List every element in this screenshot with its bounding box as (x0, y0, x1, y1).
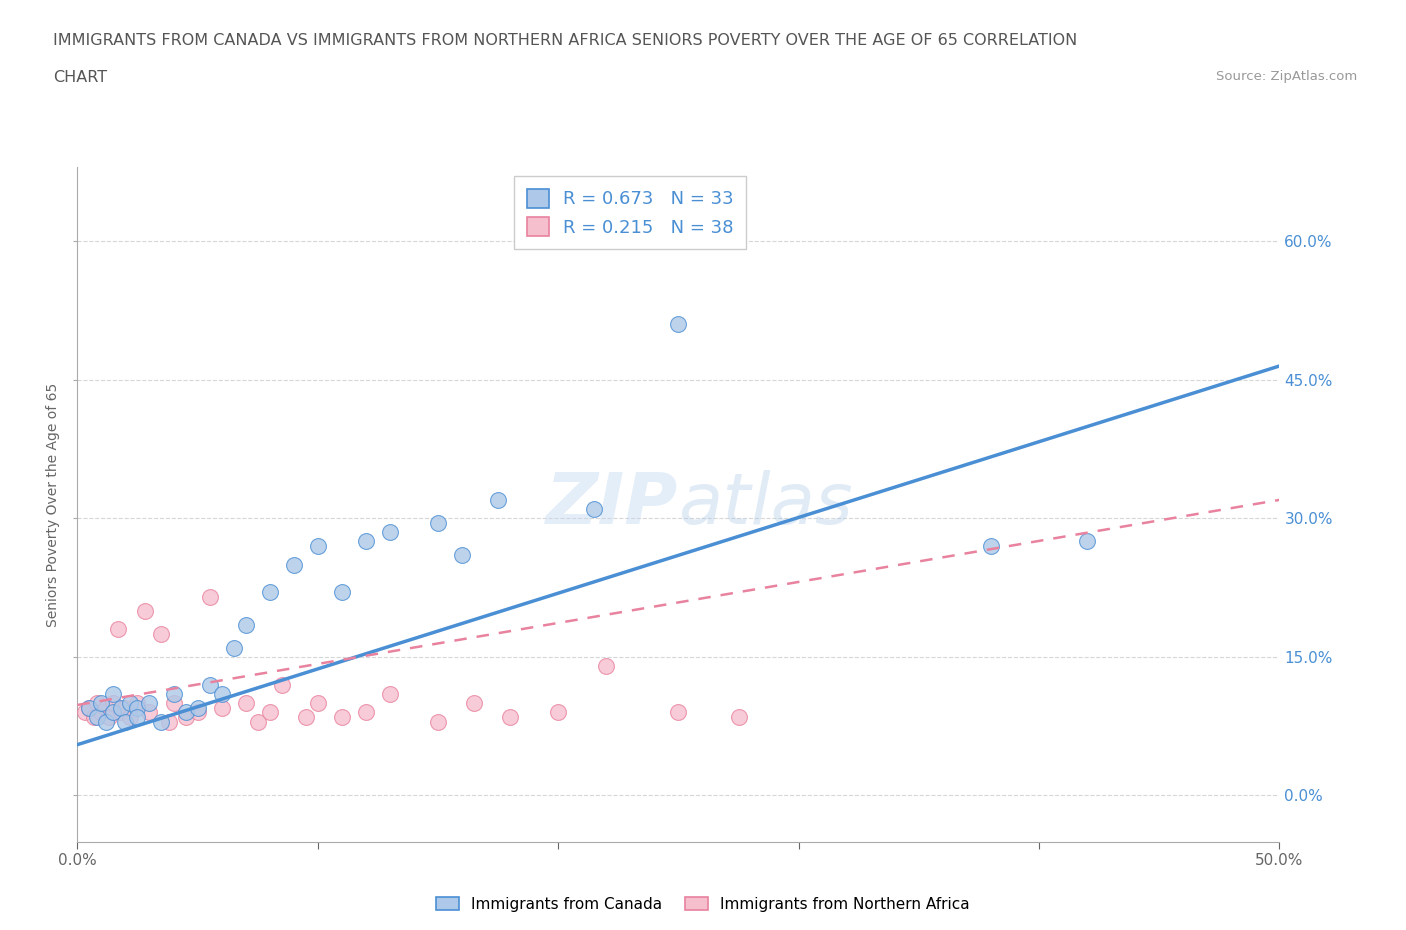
Point (138, 705, 160, 720)
Point (451, 548, 474, 563)
Point (174, 705, 197, 720)
Point (980, 538, 1002, 553)
Point (727, 710, 749, 724)
Point (486, 493, 509, 508)
Point (79, 700, 101, 715)
Point (211, 686, 233, 701)
Point (499, 710, 522, 724)
Point (259, 585, 281, 600)
Point (427, 515, 450, 530)
Point (103, 705, 125, 720)
Point (583, 501, 606, 516)
Point (157, 714, 180, 729)
Point (187, 700, 209, 715)
Point (127, 710, 149, 724)
Text: CHART: CHART (53, 70, 107, 85)
Point (97, 710, 120, 724)
Point (283, 557, 305, 572)
Point (198, 590, 221, 604)
Point (330, 710, 353, 724)
Text: ZIP: ZIP (546, 470, 679, 539)
Point (668, 705, 690, 720)
Point (79, 700, 101, 715)
Point (162, 686, 184, 701)
Point (96, 714, 118, 729)
Point (330, 585, 353, 600)
Point (198, 677, 221, 692)
Point (187, 705, 209, 720)
Point (427, 714, 450, 729)
Point (83, 710, 105, 724)
Point (114, 700, 136, 715)
Text: IMMIGRANTS FROM CANADA VS IMMIGRANTS FROM NORTHERN AFRICA SENIORS POVERTY OVER T: IMMIGRANTS FROM CANADA VS IMMIGRANTS FRO… (53, 33, 1077, 47)
Point (120, 710, 142, 724)
Point (103, 696, 125, 711)
Point (150, 714, 173, 729)
Point (174, 710, 197, 724)
Point (378, 525, 401, 539)
Point (222, 640, 245, 655)
Point (270, 677, 292, 692)
Point (150, 627, 173, 642)
Point (463, 696, 485, 711)
Point (307, 696, 329, 711)
Point (211, 700, 233, 715)
Y-axis label: Seniors Poverty Over the Age of 65: Seniors Poverty Over the Age of 65 (46, 382, 60, 627)
Point (354, 705, 377, 720)
Point (235, 618, 257, 632)
Point (110, 705, 132, 720)
Point (127, 700, 149, 715)
Point (1076, 534, 1098, 549)
Point (127, 696, 149, 711)
Legend: R = 0.673   N = 33, R = 0.215   N = 38: R = 0.673 N = 33, R = 0.215 N = 38 (515, 177, 747, 249)
Point (86, 696, 108, 711)
Text: atlas: atlas (679, 470, 853, 539)
Point (162, 696, 184, 711)
Point (96, 700, 118, 715)
Point (235, 696, 257, 711)
Point (114, 714, 136, 729)
Point (354, 534, 377, 549)
Legend: Immigrants from Canada, Immigrants from Northern Africa: Immigrants from Canada, Immigrants from … (430, 890, 976, 918)
Point (668, 317, 690, 332)
Point (547, 705, 569, 720)
Point (73, 705, 96, 720)
Text: Source: ZipAtlas.com: Source: ZipAtlas.com (1216, 70, 1357, 83)
Point (259, 705, 281, 720)
Point (90, 705, 112, 720)
Point (595, 658, 617, 673)
Point (307, 538, 329, 553)
Point (134, 604, 156, 618)
Point (107, 622, 129, 637)
Point (103, 686, 125, 701)
Point (294, 710, 316, 724)
Point (138, 696, 160, 711)
Point (378, 686, 401, 701)
Point (246, 714, 269, 729)
Point (120, 696, 142, 711)
Point (110, 700, 132, 715)
Point (86, 710, 108, 724)
Point (90, 696, 112, 711)
